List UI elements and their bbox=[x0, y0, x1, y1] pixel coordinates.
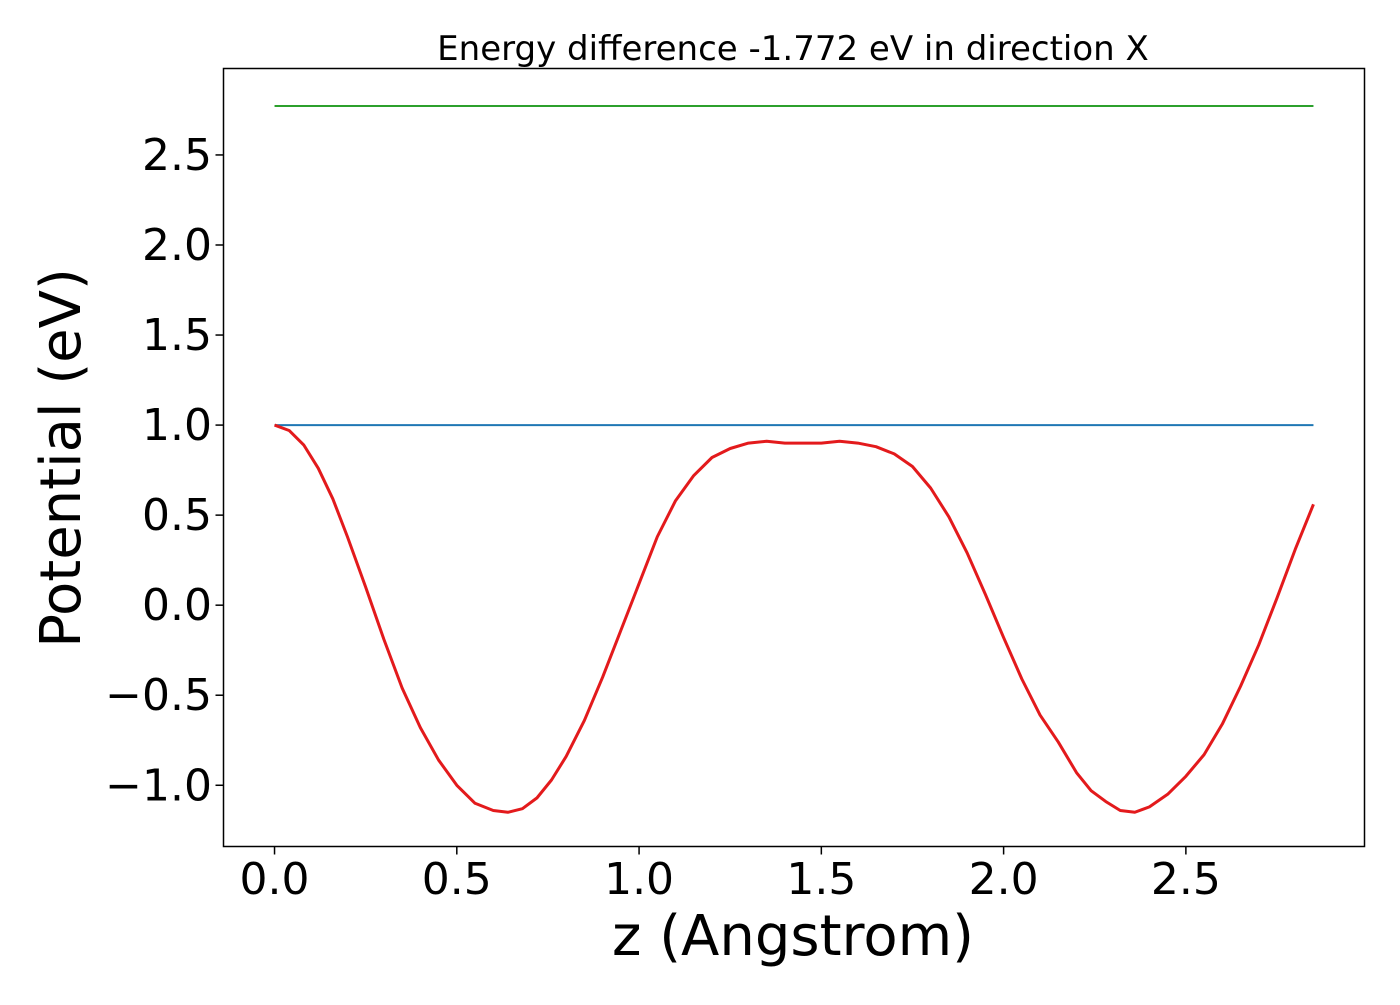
x-tick-label: 0.0 bbox=[240, 854, 310, 905]
y-tick-label: 1.0 bbox=[142, 400, 212, 451]
y-tick-label: 1.5 bbox=[142, 310, 212, 361]
x-axis-label: z (Angstrom) bbox=[612, 904, 974, 969]
y-tick-label: 0.5 bbox=[142, 490, 212, 541]
x-tick-label: 2.5 bbox=[1151, 854, 1221, 905]
y-tick-label: −0.5 bbox=[105, 670, 212, 721]
y-tick-label: 2.0 bbox=[142, 220, 212, 271]
x-tick-label: 0.5 bbox=[422, 854, 492, 905]
y-tick-label: −1.0 bbox=[105, 760, 212, 811]
series-line-red bbox=[274, 423, 1315, 814]
x-tick-label: 1.5 bbox=[786, 854, 856, 905]
tick-layer: 0.0 0.5 1.0 1.5 2.0 2.5 −1.0 −0.5 0.0 0.5 1.0 1.5 2.… bbox=[105, 130, 1221, 905]
y-axis-label: Potential (eV) bbox=[29, 268, 94, 648]
y-tick-label: 2.5 bbox=[142, 130, 212, 181]
series-layer bbox=[274, 104, 1315, 814]
chart-title: Energy difference -1.772 eV in direction… bbox=[437, 29, 1149, 69]
y-tick-label: 0.0 bbox=[142, 580, 212, 631]
x-tick-label: 2.0 bbox=[969, 854, 1039, 905]
plot-frame bbox=[222, 67, 1366, 848]
x-tick-label: 1.0 bbox=[604, 854, 674, 905]
